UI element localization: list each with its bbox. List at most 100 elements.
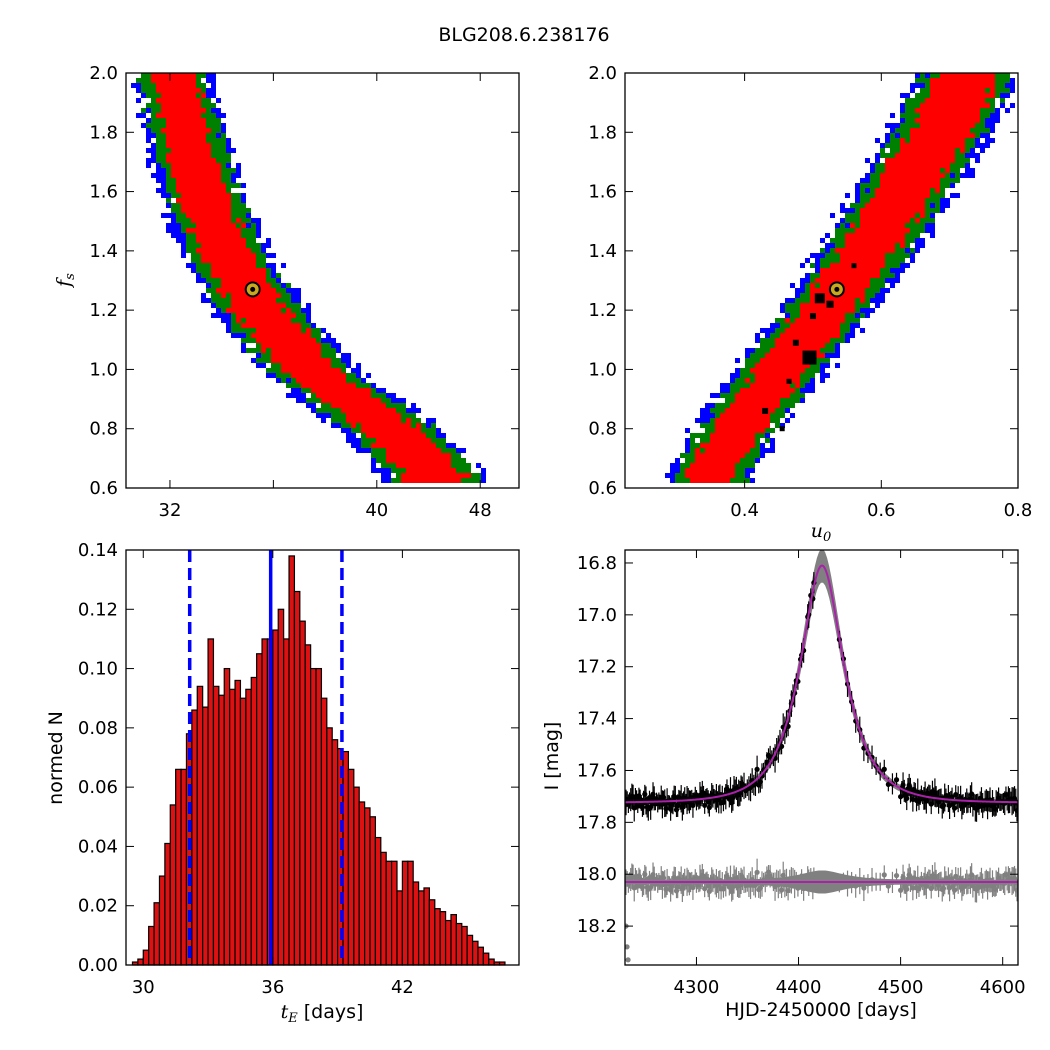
confidence-cell — [900, 188, 905, 193]
confidence-cell — [685, 453, 690, 458]
confidence-cell — [985, 83, 990, 88]
confidence-cell — [835, 243, 840, 248]
confidence-cell — [341, 418, 346, 423]
confidence-cell — [176, 158, 181, 163]
confidence-cell — [765, 338, 770, 343]
confidence-cell — [1005, 88, 1010, 93]
confidence-cell — [915, 198, 920, 203]
confidence-cell — [176, 98, 181, 103]
residual-point — [885, 883, 891, 889]
confidence-cell — [870, 238, 875, 243]
confidence-cell — [795, 333, 800, 338]
confidence-cell — [805, 308, 810, 313]
confidence-cell — [720, 463, 725, 468]
confidence-cell — [915, 118, 920, 123]
confidence-cell — [965, 153, 970, 158]
confidence-cell — [211, 188, 216, 193]
confidence-cell — [925, 118, 930, 123]
confidence-cell — [401, 438, 406, 443]
confidence-cell — [765, 393, 770, 398]
confidence-cell — [910, 163, 915, 168]
confidence-cell — [745, 373, 750, 378]
confidence-cell — [281, 308, 286, 313]
confidence-cell — [166, 98, 171, 103]
confidence-cell — [730, 438, 735, 443]
confidence-cell — [865, 218, 870, 223]
confidence-cell — [985, 93, 990, 98]
confidence-cell — [221, 308, 226, 313]
confidence-cell — [196, 258, 201, 263]
confidence-cell — [416, 463, 421, 468]
p1-best-fit-marker — [244, 281, 261, 298]
confidence-cell — [166, 103, 171, 108]
confidence-cell — [236, 168, 241, 173]
confidence-cell — [171, 218, 176, 223]
confidence-cell — [800, 383, 805, 388]
confidence-cell — [166, 188, 171, 193]
confidence-cell — [920, 198, 925, 203]
confidence-cell — [755, 373, 760, 378]
confidence-cell — [780, 363, 785, 368]
confidence-cell — [216, 278, 221, 283]
confidence-cell — [176, 128, 181, 133]
confidence-cell — [940, 133, 945, 138]
confidence-cell — [965, 138, 970, 143]
confidence-cell — [865, 303, 870, 308]
confidence-cell — [675, 473, 680, 478]
confidence-cell — [381, 448, 386, 453]
confidence-cell — [191, 253, 196, 258]
confidence-cell — [875, 298, 880, 303]
confidence-cell — [815, 303, 820, 308]
confidence-cell — [271, 333, 276, 338]
confidence-cell — [226, 188, 231, 193]
confidence-cell — [930, 128, 935, 133]
confidence-cell — [211, 203, 216, 208]
confidence-cell — [885, 198, 890, 203]
confidence-cell — [725, 383, 730, 388]
confidence-cell — [970, 78, 975, 83]
confidence-cell — [406, 468, 411, 473]
confidence-cell — [820, 248, 825, 253]
confidence-cell — [915, 238, 920, 243]
confidence-cell — [960, 133, 965, 138]
y-tick-label: 0.8 — [89, 419, 118, 440]
confidence-cell — [855, 283, 860, 288]
confidence-cell — [231, 333, 236, 338]
confidence-cell — [990, 138, 995, 143]
confidence-cell — [206, 133, 211, 138]
confidence-cell — [745, 413, 750, 418]
confidence-cell — [865, 288, 870, 293]
confidence-cell — [171, 228, 176, 233]
confidence-cell — [930, 108, 935, 113]
confidence-cell — [281, 318, 286, 323]
confidence-cell — [775, 378, 780, 383]
confidence-cell — [231, 313, 236, 318]
confidence-cell — [845, 308, 850, 313]
confidence-cell — [735, 433, 740, 438]
confidence-cell — [161, 158, 166, 163]
confidence-cell — [296, 303, 301, 308]
confidence-cell — [785, 368, 790, 373]
confidence-cell — [840, 323, 845, 328]
confidence-cell — [950, 83, 955, 88]
confidence-cell — [745, 368, 750, 373]
confidence-cell — [730, 373, 735, 378]
confidence-cell — [436, 443, 441, 448]
confidence-cell — [780, 308, 785, 313]
data-point — [706, 804, 712, 811]
confidence-cell — [800, 323, 805, 328]
confidence-cell — [920, 103, 925, 108]
confidence-cell — [151, 158, 156, 163]
confidence-cell — [710, 468, 715, 473]
confidence-cell — [765, 433, 770, 438]
best-fit-dot — [250, 286, 256, 292]
confidence-cell — [226, 203, 231, 208]
confidence-cell — [381, 473, 386, 478]
confidence-cell — [176, 173, 181, 178]
confidence-cell — [296, 313, 301, 318]
confidence-cell — [790, 383, 795, 388]
confidence-cell — [810, 253, 815, 258]
confidence-cell — [900, 153, 905, 158]
confidence-cell — [256, 348, 261, 353]
confidence-cell — [406, 448, 411, 453]
